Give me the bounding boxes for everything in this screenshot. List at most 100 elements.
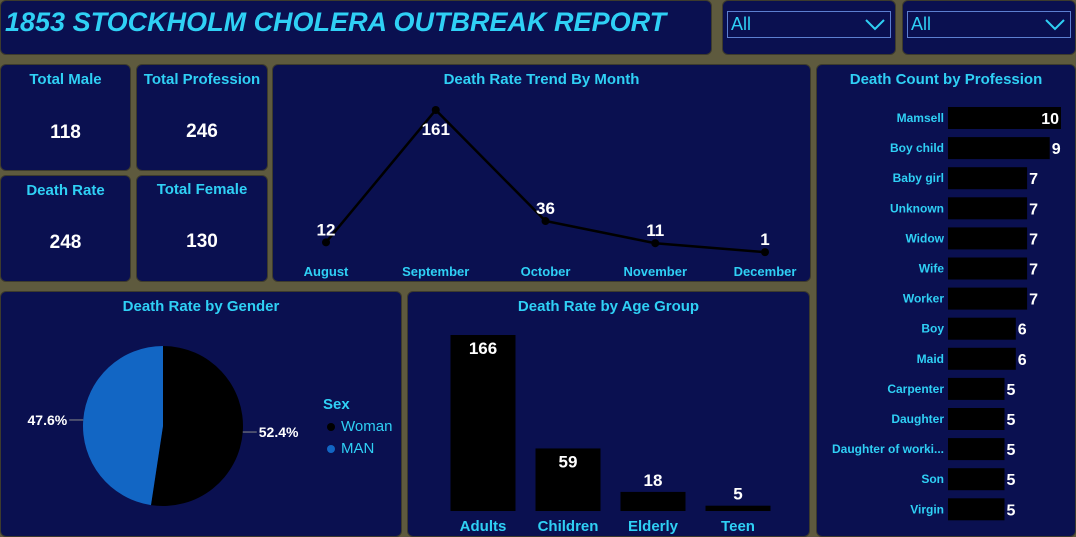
- age-data-label: 59: [559, 452, 578, 471]
- trend-data-label: 1: [760, 230, 769, 249]
- profession-chart-panel: Death Count by Profession Mamsell 10 Boy c…: [816, 64, 1076, 537]
- profession-data-label: 7: [1029, 262, 1038, 279]
- profession-bar[interactable]: [948, 137, 1050, 160]
- trend-x-tick-label: December: [734, 264, 797, 279]
- profession-data-label: 7: [1029, 171, 1038, 188]
- kpi-card-total-male: Total Male 118: [0, 64, 131, 171]
- profession-category-label: Daughter: [891, 412, 944, 426]
- profession-bar[interactable]: [948, 317, 1016, 340]
- profession-category-label: Baby girl: [893, 171, 944, 185]
- title-panel: 1853 STOCKHOLM CHOLERA OUTBREAK REPORT: [0, 0, 712, 55]
- legend-label-woman: Woman: [341, 418, 393, 435]
- legend-swatch-woman: [327, 423, 335, 432]
- trend-point[interactable]: [541, 217, 550, 226]
- filter-dropdown-1[interactable]: All: [727, 11, 891, 38]
- profession-bar[interactable]: [948, 408, 1005, 430]
- chevron-down-icon: [865, 19, 885, 31]
- profession-data-label: 7: [1029, 231, 1038, 248]
- age-category-label: Elderly: [628, 518, 679, 535]
- profession-category-label: Son: [921, 472, 944, 486]
- profession-data-label: 7: [1029, 201, 1038, 218]
- profession-data-label: 5: [1007, 442, 1016, 459]
- profession-category-label: Boy child: [890, 141, 944, 155]
- legend-swatch-man: [327, 445, 335, 454]
- filter-dropdown-2[interactable]: All: [907, 11, 1071, 38]
- kpi-label-death-rate: Death Rate: [26, 182, 105, 199]
- kpi-card-death-rate: Death Rate 248: [0, 175, 131, 282]
- trend-chart-title: Death Rate Trend By Month: [443, 71, 640, 88]
- age-data-label: 18: [644, 471, 663, 490]
- trend-point[interactable]: [761, 248, 769, 257]
- gender-chart-title: Death Rate by Gender: [122, 298, 280, 315]
- legend-title: Sex: [323, 396, 350, 413]
- profession-bar[interactable]: [948, 287, 1028, 310]
- profession-category-label: Maid: [917, 352, 944, 366]
- age-bar[interactable]: [535, 448, 601, 511]
- profession-data-label: 6: [1018, 322, 1027, 339]
- profession-data-label: 10: [1041, 111, 1059, 128]
- kpi-card-total-female: Total Female 130: [136, 175, 268, 282]
- kpi-card-total-profession: Total Profession 246: [136, 64, 268, 171]
- age-bar[interactable]: [620, 491, 686, 511]
- profession-category-label: Boy: [921, 322, 944, 336]
- chevron-down-icon: [1045, 19, 1065, 31]
- age-bar[interactable]: [450, 335, 516, 511]
- profession-data-label: 7: [1029, 292, 1038, 309]
- profession-data-label: 5: [1007, 472, 1016, 489]
- kpi-label-total-profession: Total Profession: [143, 71, 261, 88]
- profession-bar-chart: Mamsell 10 Boy child 9 Baby girl 7 Unknown 7 Wid…: [832, 107, 1061, 521]
- profession-category-label: Carpenter: [887, 382, 944, 396]
- profession-bar[interactable]: [948, 107, 1061, 129]
- trend-data-label: 161: [422, 120, 450, 139]
- trend-point[interactable]: [431, 106, 440, 114]
- gender-chart-panel: Death Rate by Gender 52.4% 47.6% Sex Woma…: [0, 291, 402, 537]
- trend-x-tick-label: August: [304, 264, 349, 279]
- profession-bar[interactable]: [948, 197, 1028, 220]
- kpi-label-total-male: Total Male: [29, 71, 102, 88]
- pie-slice-woman[interactable]: [150, 346, 244, 506]
- trend-line: [325, 108, 766, 254]
- profession-bar[interactable]: [948, 468, 1005, 491]
- legend-item-woman: Woman: [327, 418, 392, 435]
- age-bar-chart: 166 Adults 59 Children 18 Elderly 5 Teen: [450, 335, 771, 535]
- pie-percent-label: 52.4%: [259, 424, 299, 440]
- kpi-value-death-rate: 248: [49, 232, 82, 253]
- profession-category-label: Virgin: [910, 502, 944, 516]
- age-category-label: Teen: [721, 518, 755, 535]
- profession-data-label: 5: [1007, 412, 1016, 429]
- legend-item-man: MAN: [327, 440, 374, 457]
- trend-chart-panel: Death Rate Trend By Month 12 August 161 Sep…: [272, 64, 811, 282]
- profession-bar[interactable]: [948, 438, 1005, 461]
- profession-bar[interactable]: [948, 257, 1028, 280]
- profession-category-label: Worker: [903, 292, 944, 306]
- age-chart-title: Death Rate by Age Group: [517, 298, 700, 315]
- age-data-label: 166: [469, 339, 497, 358]
- trend-chart: 12 August 161 September 36 October 11 November 1…: [304, 106, 797, 279]
- trend-data-label: 11: [646, 221, 664, 240]
- profession-data-label: 5: [1007, 502, 1016, 519]
- profession-bar[interactable]: [948, 167, 1028, 190]
- profession-data-label: 6: [1018, 352, 1027, 369]
- profession-bar[interactable]: [948, 498, 1005, 521]
- kpi-label-total-female: Total Female: [156, 181, 248, 198]
- gender-pie-chart: 52.4% 47.6%: [28, 346, 299, 506]
- trend-x-tick-label: September: [402, 264, 469, 279]
- profession-category-label: Mamsell: [897, 111, 944, 125]
- pie-percent-label: 47.6%: [28, 412, 68, 428]
- kpi-value-total-profession: 246: [186, 121, 218, 142]
- profession-bar[interactable]: [948, 377, 1005, 400]
- profession-bar[interactable]: [948, 227, 1028, 250]
- trend-point[interactable]: [322, 238, 330, 247]
- age-bar[interactable]: [705, 505, 771, 511]
- pie-slice-man[interactable]: [83, 346, 163, 506]
- profession-data-label: 9: [1052, 141, 1061, 158]
- profession-data-label: 5: [1007, 382, 1016, 399]
- trend-point[interactable]: [651, 239, 660, 248]
- trend-x-tick-label: November: [623, 264, 687, 279]
- filter-panel-1: All: [722, 0, 896, 55]
- profession-chart-title: Death Count by Profession: [849, 71, 1043, 88]
- kpi-value-total-female: 130: [186, 231, 218, 252]
- trend-x-tick-label: October: [521, 264, 571, 279]
- age-data-label: 5: [733, 485, 742, 504]
- profession-bar[interactable]: [948, 347, 1016, 370]
